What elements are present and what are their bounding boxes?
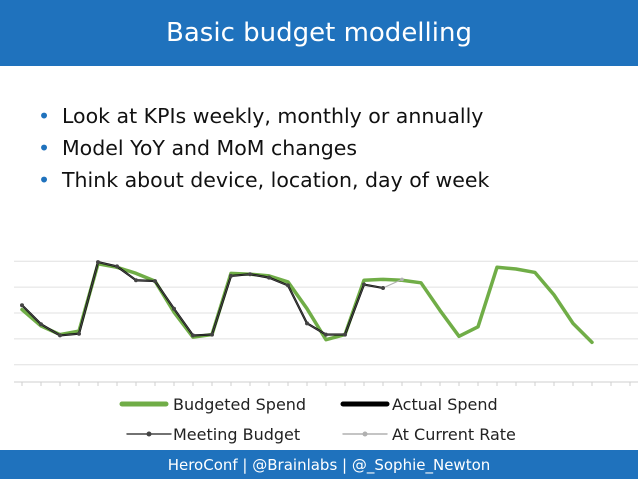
- legend-label-budgeted-spend: Budgeted Spend: [173, 395, 306, 414]
- data-point-meeting-budget: [248, 272, 252, 277]
- data-point-meeting-budget: [210, 332, 214, 337]
- legend-item-budgeted-spend: Budgeted Spend: [119, 395, 306, 414]
- data-point-meeting-budget: [191, 333, 195, 338]
- data-point-meeting-budget: [20, 303, 24, 308]
- data-point-meeting-budget: [134, 278, 138, 283]
- bullet-icon: •: [38, 104, 51, 128]
- series-line-at-current-rate: [382, 278, 403, 289]
- bullet-list: • Look at KPIs weekly, monthly or annuall…: [38, 100, 489, 196]
- slide-title-bar: Basic budget modelling: [0, 0, 638, 66]
- bullet-icon: •: [38, 136, 51, 160]
- legend-item-meeting-budget: Meeting Budget: [126, 425, 300, 444]
- series-line-actual-spend: [20, 261, 385, 337]
- data-point-at-current-rate: [400, 277, 404, 282]
- data-point-meeting-budget: [39, 322, 43, 327]
- data-point-meeting-budget: [305, 321, 309, 326]
- data-point-meeting-budget: [172, 306, 176, 311]
- legend-label-meeting-budget: Meeting Budget: [173, 425, 300, 444]
- legend-marker-meeting-budget: [146, 431, 152, 437]
- bullet-icon: •: [38, 168, 51, 192]
- legend-label-actual-spend: Actual Spend: [392, 395, 498, 414]
- bullet-item: • Look at KPIs weekly, monthly or annuall…: [38, 100, 489, 132]
- bullet-item: • Think about device, location, day of we…: [38, 164, 489, 196]
- data-point-meeting-budget: [343, 332, 347, 337]
- data-point-meeting-budget: [77, 331, 81, 336]
- footer-text: HeroConf | @Brainlabs | @_Sophie_Newton: [167, 455, 491, 474]
- data-point-meeting-budget: [324, 332, 328, 337]
- data-point-meeting-budget: [267, 275, 271, 280]
- line-chart: Budgeted Spend Actual Spend Meeting Budg…: [14, 260, 638, 444]
- data-point-meeting-budget: [153, 279, 157, 284]
- legend-label-at-current-rate: At Current Rate: [392, 425, 516, 444]
- chart-legend: Budgeted Spend Actual Spend Meeting Budg…: [119, 395, 516, 444]
- data-point-meeting-budget: [229, 273, 233, 278]
- slide-title: Basic budget modelling: [166, 18, 472, 48]
- legend-item-actual-spend: Actual Spend: [340, 395, 498, 414]
- data-point-meeting-budget: [115, 264, 119, 269]
- data-point-meeting-budget: [96, 260, 100, 265]
- chart-gridlines: [14, 260, 638, 366]
- data-point-meeting-budget: [58, 333, 62, 338]
- data-point-meeting-budget: [381, 285, 385, 290]
- chart-series: [20, 260, 594, 345]
- data-point-meeting-budget: [362, 282, 366, 287]
- footer-bar: HeroConf | @Brainlabs | @_Sophie_Newton: [0, 450, 638, 479]
- legend-item-at-current-rate: At Current Rate: [342, 425, 516, 444]
- data-point-meeting-budget: [286, 283, 290, 288]
- x-axis: [14, 381, 638, 386]
- series-line-budgeted-spend: [20, 262, 594, 345]
- bullet-item: • Model YoY and MoM changes: [38, 132, 489, 164]
- series-line-meeting-budget: [21, 261, 384, 337]
- legend-marker-at-current-rate: [362, 431, 368, 437]
